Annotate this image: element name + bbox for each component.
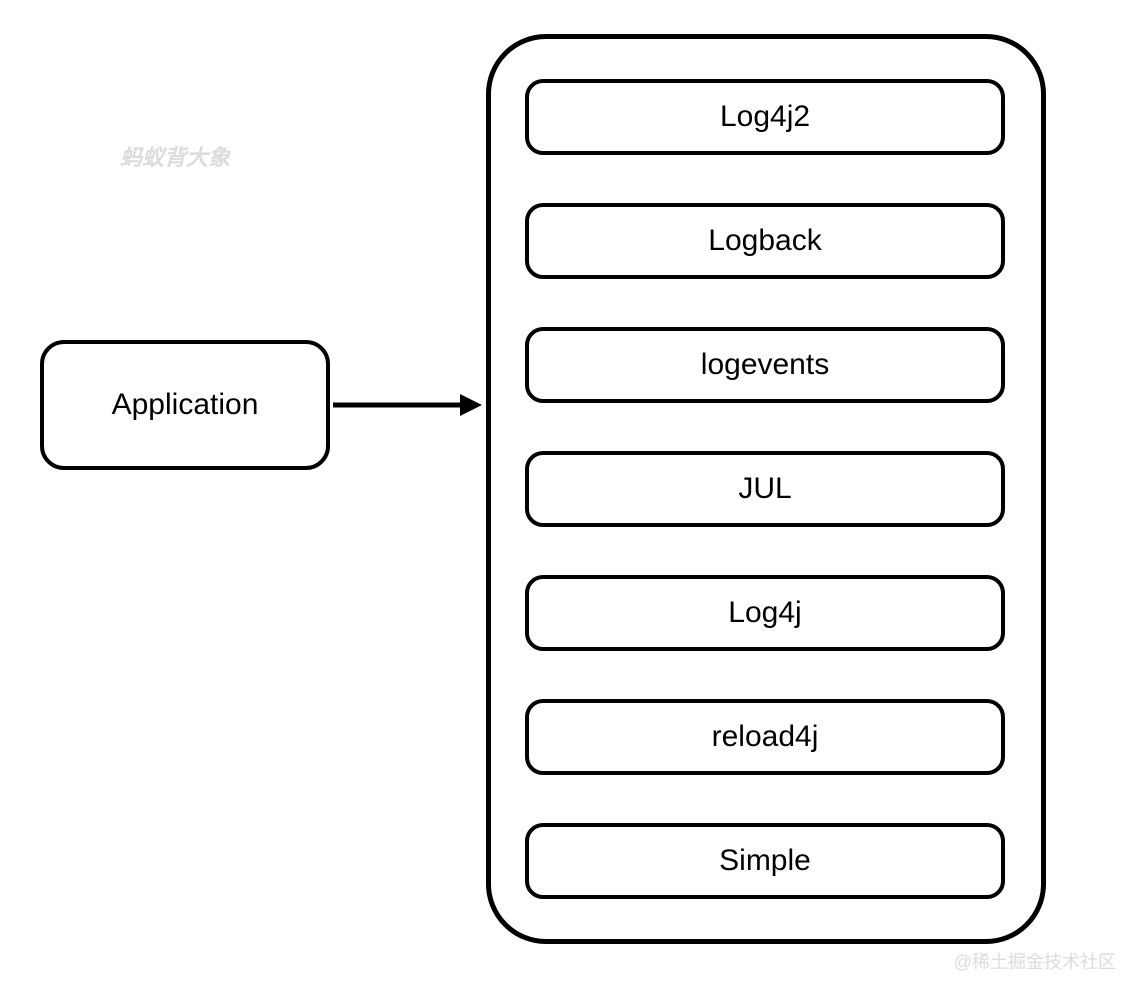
watermark-bottom-right: @稀土掘金技术社区: [954, 948, 1116, 974]
item-simple: Simple: [525, 823, 1005, 899]
item-jul: JUL: [525, 451, 1005, 527]
item-label: logevents: [701, 348, 829, 382]
implementations-container: Log4j2 Logback logevents JUL Log4j reloa…: [486, 34, 1046, 944]
item-log4j2: Log4j2: [525, 79, 1005, 155]
item-label: JUL: [738, 472, 791, 506]
application-node: Application: [40, 340, 330, 470]
item-logback: Logback: [525, 203, 1005, 279]
arrow: [330, 380, 490, 430]
item-reload4j: reload4j: [525, 699, 1005, 775]
item-log4j: Log4j: [525, 575, 1005, 651]
item-label: Log4j: [728, 596, 801, 630]
item-label: Log4j2: [720, 100, 810, 134]
watermark-top-left: 蚂蚁背大象: [120, 140, 230, 172]
item-label: reload4j: [712, 720, 819, 754]
application-node-label: Application: [112, 388, 259, 422]
item-label: Logback: [708, 224, 821, 258]
item-label: Simple: [719, 844, 811, 878]
item-logevents: logevents: [525, 327, 1005, 403]
